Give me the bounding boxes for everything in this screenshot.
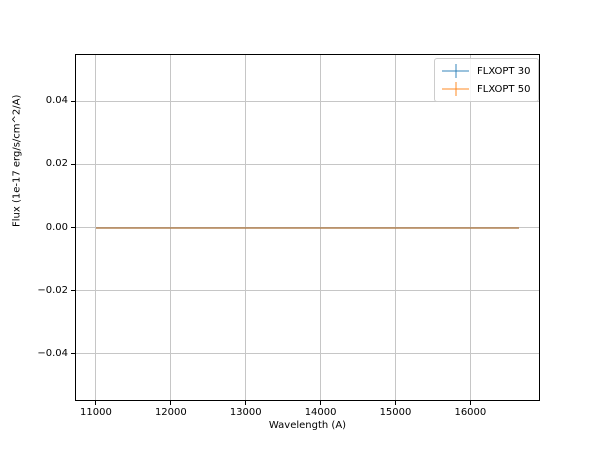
y-tick-mark (71, 100, 75, 102)
y-tick-label: 0.02 (45, 158, 68, 170)
x-tick-mark (320, 401, 322, 405)
x-tick-mark (469, 401, 471, 405)
legend-label: FLXOPT 30 (477, 65, 531, 77)
x-axis-label: Wavelength (A) (268, 420, 347, 431)
legend-marker-line (442, 88, 469, 90)
legend-item: FLXOPT 50 (442, 82, 530, 96)
legend-marker-errorbar (454, 82, 457, 96)
y-gridline (76, 227, 539, 228)
x-tick-label: 16000 (454, 407, 487, 418)
x-tick-label: 14000 (304, 407, 337, 418)
x-tick-label: 13000 (229, 407, 262, 418)
y-tick-mark (71, 290, 75, 292)
legend-marker-errorbar (454, 64, 457, 78)
legend-marker-line (442, 70, 469, 72)
legend: FLXOPT 30 FLXOPT 50 (434, 58, 540, 102)
errorbar-marker-icon (442, 64, 469, 78)
x-tick-mark (245, 401, 247, 405)
x-tick-label: 11000 (80, 407, 112, 418)
errorbar-marker-icon (442, 82, 469, 96)
y-tick-label: 0.04 (45, 95, 68, 107)
y-gridline (76, 353, 539, 355)
legend-label: FLXOPT 50 (477, 83, 531, 95)
x-tick-mark (170, 401, 172, 405)
x-tick-label: 12000 (154, 407, 187, 418)
y-tick-label: −0.02 (37, 284, 68, 296)
y-gridline (76, 100, 539, 102)
y-tick-label: −0.04 (37, 347, 68, 359)
y-tick-mark (71, 163, 75, 165)
y-gridline (76, 290, 539, 292)
x-tick-label: 15000 (379, 407, 412, 418)
y-tick-mark (71, 353, 75, 355)
y-tick-mark (71, 227, 75, 228)
legend-item: FLXOPT 30 (442, 64, 530, 78)
series-line-flxopt-30 (95, 227, 520, 229)
y-tick-label: 0.00 (45, 221, 68, 233)
series-line-flxopt-50 (95, 227, 520, 229)
plot-area (75, 54, 540, 401)
x-tick-mark (394, 401, 396, 405)
y-gridline (76, 163, 539, 165)
x-tick-mark (95, 401, 97, 405)
